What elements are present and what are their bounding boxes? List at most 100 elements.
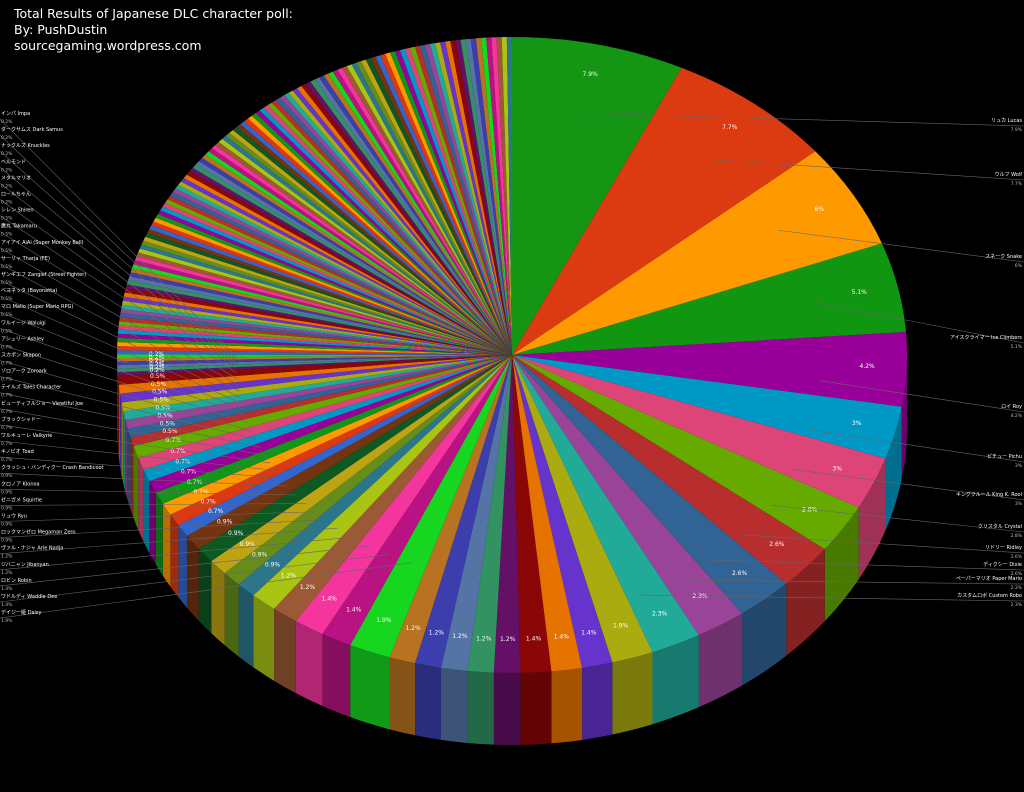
pie-slice-side [389,657,416,736]
pie-slice-side [253,595,275,681]
pie-slice-minor [208,148,512,355]
slice-percent-label: 1.2% [300,584,316,591]
pie-slice [121,355,512,412]
pie-slice [170,355,512,526]
leader-line [741,534,1024,554]
slice-percent-label: 0.5% [162,428,178,435]
legend-percent: 0.9% [1,489,13,495]
pie-slice-minor [475,37,512,356]
legend-percent: 0.5% [1,232,13,238]
pie-slice [512,355,787,614]
pie-slice-minor [501,37,512,355]
legend-percent: 1.4% [1,602,13,608]
pie-slice-minor [251,113,512,355]
pie-slice-minor [149,225,512,355]
legend-percent: 0.5% [1,216,13,222]
pie-slice-minor [356,61,512,355]
pie-slice-minor [215,142,512,355]
leader-line [0,231,238,380]
legend-label: ディクシー Dixie [983,561,1022,568]
leader-line [0,134,236,359]
pie-slice-minor [160,206,512,355]
legend-label: ペーパーマリオ Paper Mario [956,576,1022,582]
pie-slice-minor [119,317,512,355]
leader-line [769,504,1024,533]
pie-slice [198,355,512,562]
pie-slice-minor [120,308,512,355]
slice-percent-label: 1.4% [526,636,542,643]
leader-line [810,429,1024,463]
pie-slice-minor [165,199,513,355]
leader-line [0,511,316,522]
leader-line [0,392,261,448]
pie-slice-minor [131,264,512,355]
slice-percent-label: 7.7% [722,124,738,131]
pie-slice [117,355,513,366]
pie-slice-minor [167,195,513,355]
leader-line [0,472,289,487]
pie-slice [512,355,699,653]
leader-line [0,536,353,571]
pie-slice-side [119,393,122,475]
leader-line [0,519,326,538]
slice-percent-label: 1.2% [281,573,297,580]
legend-percent: 0.7% [1,425,13,431]
pie-slice [253,355,512,609]
legend-label: マロ Mallo (Super Mario RPG) [1,304,73,310]
pie-slice-side [138,457,144,542]
pie-slice-side [149,481,156,565]
chart-source-site: sourcegaming.wordpress.com [14,38,202,53]
leader-line [579,112,1024,127]
pie-slice-minor [455,39,512,355]
pie-slice [441,355,512,671]
pie-slice [117,355,512,362]
pie-slice [125,355,512,429]
pie-slice-side [698,613,743,708]
pie-slice-minor [119,313,513,355]
leader-line [0,279,241,398]
pie-slice [162,355,512,515]
legend-percent: 4.2% [1011,413,1023,419]
legend-percent: 1.2% [1,554,13,560]
slice-percent-label: 0.2% [149,358,165,365]
leader-line [0,360,253,432]
slice-percent-label: 3% [832,466,842,473]
leader-line [0,199,237,369]
legend-percent: 5.1% [1011,344,1023,350]
pie-slice [211,355,513,574]
legend-label: ナックルズ Knuckles [1,142,50,149]
legend-percent: 0.5% [1,248,13,254]
leader-line [709,559,1024,571]
legend-label: ヴァル・ナジャ Arle Nadja [1,545,63,552]
pie-slice [512,355,886,508]
chart-title-block: Total Results of Japanese DLC character … [14,6,293,54]
slice-percent-label: 1.2% [476,635,492,642]
pie-slice-side [117,375,119,457]
pie-slice-minor [186,171,512,355]
pie-label-layer: 7.9% 7.7% 6% 5.1% 4.2% 3% 3% 2.8% 2.6% 2.6% 2.3% 2.… [0,71,1024,643]
pie-slice-side [198,548,212,634]
pie-slice-minor [323,73,512,356]
leader-line [0,440,276,471]
legend-label: クロノア Klonoa [1,481,40,487]
pie-slice-minor [180,178,512,355]
leader-line [674,579,1024,585]
pie-slice-minor [404,47,512,356]
legend-percent: 7.7% [1011,181,1023,187]
pie-slice-minor [319,75,512,356]
legend-percent: 0.5% [1,328,13,334]
slice-percent-label: 5.1% [852,289,868,296]
pie-slice-side [295,621,323,706]
pie-slice [117,355,512,376]
pie-slice-minor [292,88,512,355]
pie-slice-minor [232,127,512,355]
legend-percent: 0.2% [1,167,13,173]
legend-label: 鷹丸 Takamaru [1,223,37,230]
pie-slice-minor [178,181,512,355]
pie-slice-minor [130,268,513,355]
pie-slice [512,67,816,356]
slice-percent-label: 1.2% [452,633,468,640]
pie-slice-minor [259,107,512,355]
legend-label: メタルマリオ [1,174,31,181]
legend-percent: 1.4% [1,586,13,592]
